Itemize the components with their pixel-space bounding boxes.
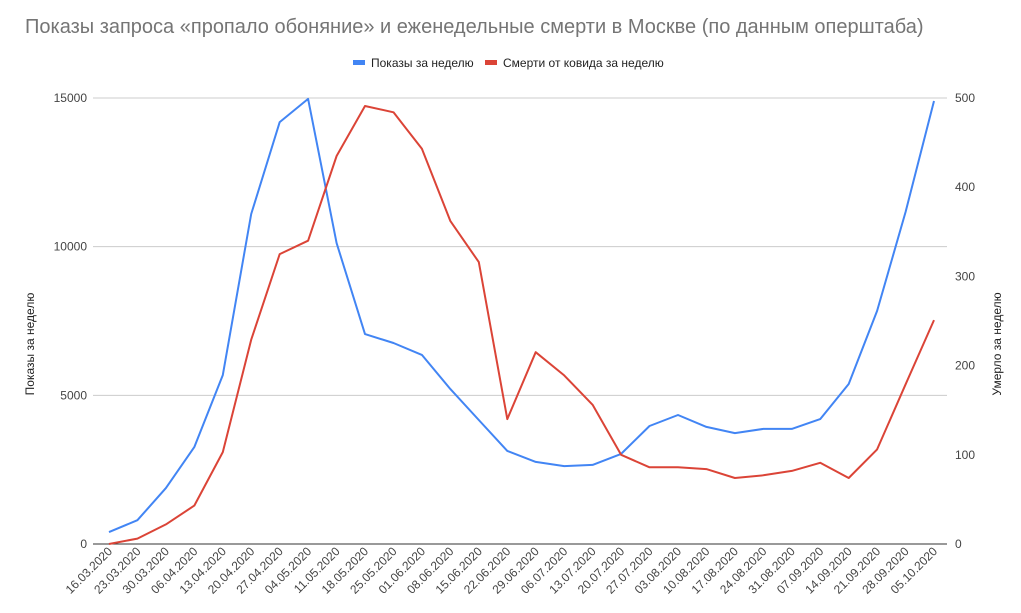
lines — [108, 97, 935, 545]
y-axis-left-label: Показы за неделю — [23, 293, 37, 396]
legend-label: Показы за неделю — [371, 56, 474, 70]
chart-title: Показы запроса «пропало обоняние» и ежен… — [25, 16, 924, 38]
y-tick-right: 100 — [955, 448, 975, 462]
y-tick-left: 10000 — [54, 240, 88, 254]
y-tick-right: 500 — [955, 91, 975, 105]
legend-swatch — [485, 60, 497, 65]
y-tick-right: 0 — [955, 537, 962, 551]
legend: Показы за неделю Смерти от ковида за неде… — [353, 56, 664, 70]
y-axis-right-label: Умерло за неделю — [990, 292, 1004, 395]
ticks: 050001000015000010020030040050016.03.202… — [54, 91, 976, 597]
y-tick-right: 400 — [955, 180, 975, 194]
legend-label: Смерти от ковида за неделю — [503, 56, 664, 70]
grid — [93, 97, 947, 545]
series-line-1 — [108, 97, 935, 534]
y-tick-right: 200 — [955, 359, 975, 373]
y-tick-left: 0 — [80, 537, 87, 551]
y-tick-right: 300 — [955, 269, 975, 283]
y-tick-left: 15000 — [54, 91, 88, 105]
legend-swatch — [353, 60, 365, 65]
series-line-2 — [108, 105, 935, 545]
y-tick-left: 5000 — [60, 388, 87, 402]
